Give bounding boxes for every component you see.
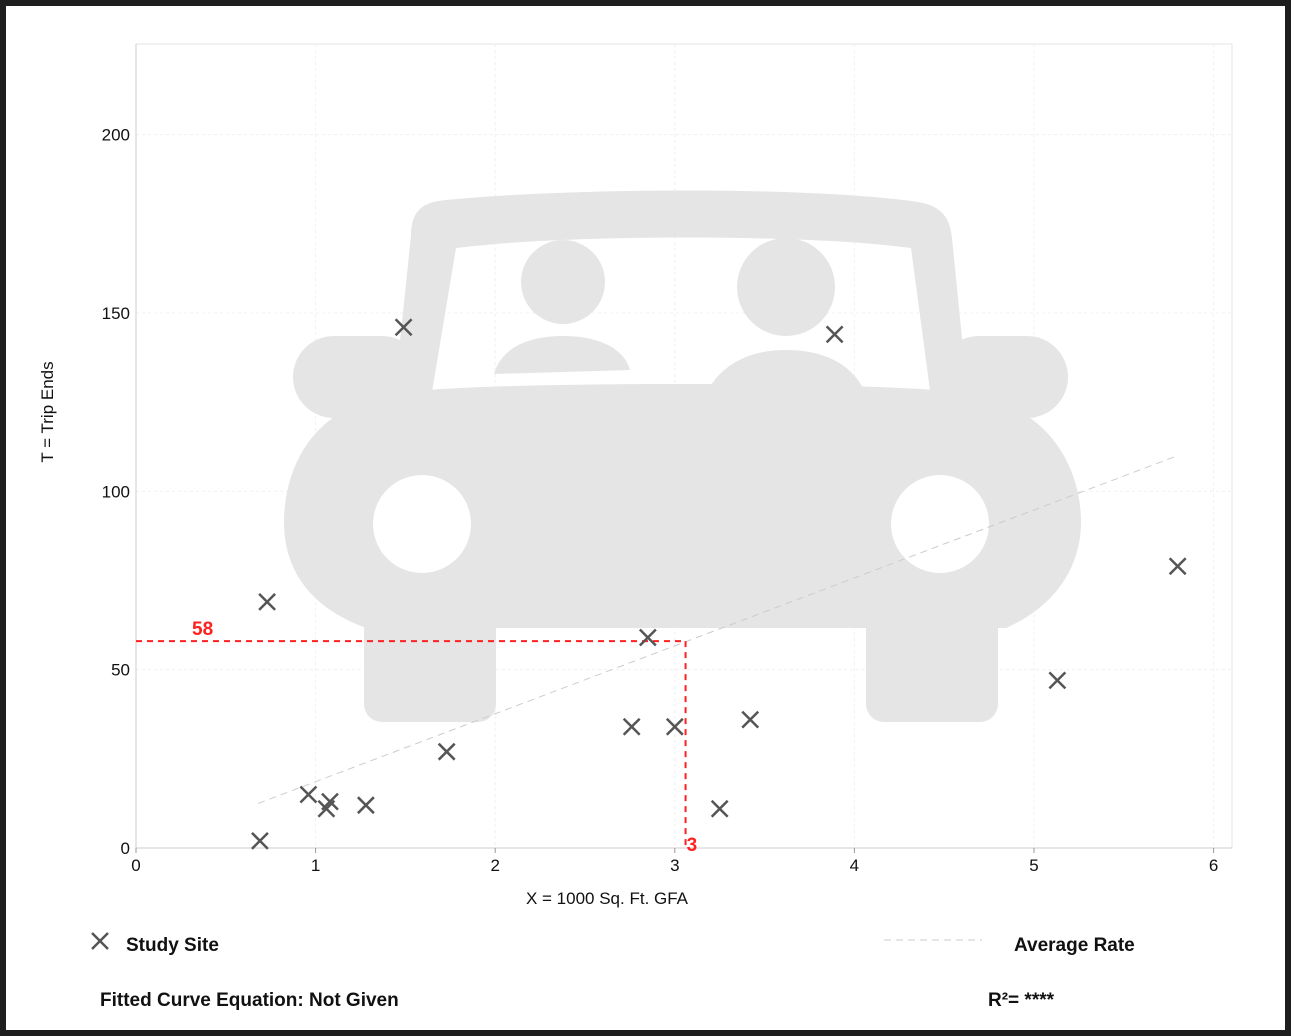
annotation-y-label: 58 <box>192 619 213 640</box>
study-site-point <box>1048 671 1067 690</box>
x-axis-ticks: 0 1 2 3 4 5 6 <box>131 848 1218 875</box>
y-axis-ticks: 0 50 100 150 200 <box>102 126 130 858</box>
y-tick-label: 50 <box>111 661 130 680</box>
y-tick-label: 100 <box>102 482 130 501</box>
study-site-point <box>321 792 339 811</box>
x-tick-label: 5 <box>1029 856 1038 875</box>
x-tick-label: 6 <box>1209 856 1218 875</box>
x-tick-label: 1 <box>311 856 320 875</box>
y-tick-label: 150 <box>102 304 130 323</box>
study-site-point <box>1168 557 1187 576</box>
study-site-point <box>638 628 657 647</box>
car-with-passengers-icon <box>284 190 1081 722</box>
x-tick-label: 2 <box>490 856 499 875</box>
study-site-point <box>825 325 844 344</box>
study-site-point <box>299 785 318 804</box>
study-site-point <box>251 831 269 850</box>
y-tick-label: 200 <box>102 126 130 145</box>
x-tick-label: 0 <box>131 856 140 875</box>
legend-study-site-label: Study Site <box>126 935 219 956</box>
y-tick-label: 0 <box>121 839 130 858</box>
legend: Study Site Average Rate <box>91 932 1135 956</box>
study-site-point <box>437 742 456 761</box>
annotation-x-label: 3 <box>687 835 698 856</box>
study-site-point <box>394 318 413 337</box>
study-site-point <box>258 592 276 611</box>
average-rate-line <box>257 455 1178 804</box>
study-site-point <box>741 710 760 729</box>
legend-study-site-marker-icon <box>91 932 109 950</box>
prediction-annotation: 58 3 <box>136 619 697 856</box>
x-axis-title: X = 1000 Sq. Ft. GFA <box>526 889 689 908</box>
fitted-curve-equation: Fitted Curve Equation: Not Given <box>100 990 399 1011</box>
y-axis-title: T = Trip Ends <box>38 361 57 462</box>
study-site-point <box>665 717 684 736</box>
r-squared-value: R²= **** <box>988 990 1055 1011</box>
x-tick-label: 4 <box>850 856 859 875</box>
study-site-point <box>710 799 729 818</box>
x-tick-label: 3 <box>670 856 679 875</box>
scatter-chart: 0 1 2 3 4 5 6 0 50 100 150 200 58 3 X = 1000 Sq. F… <box>38 43 1233 1011</box>
study-site-point <box>622 717 641 736</box>
study-site-point <box>357 796 375 815</box>
chart-frame: 0 1 2 3 4 5 6 0 50 100 150 200 58 3 X = 1000 Sq. F… <box>6 6 1285 1030</box>
study-site-points <box>251 318 1187 850</box>
legend-average-rate-label: Average Rate <box>1014 935 1135 956</box>
